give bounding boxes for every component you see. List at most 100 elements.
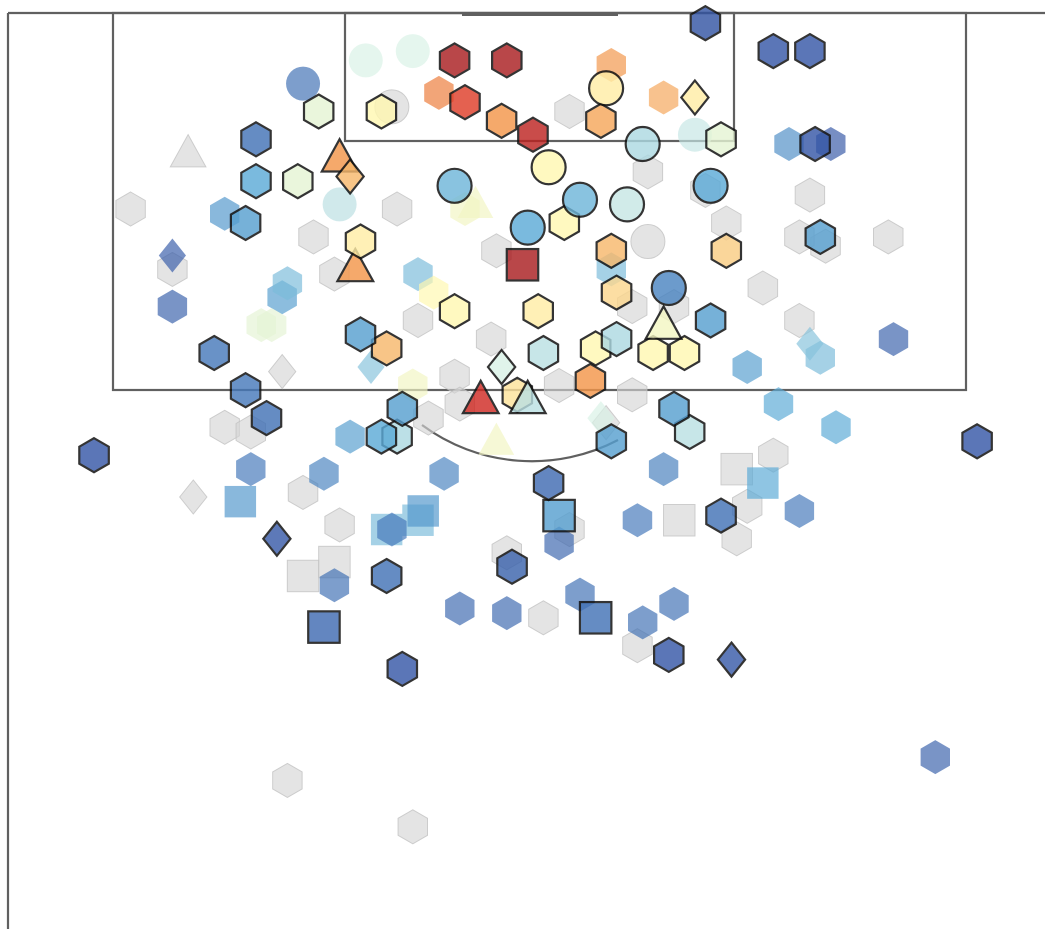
shot-marker-hexagon — [386, 390, 419, 428]
shot-marker-hexagon — [198, 334, 230, 372]
shot-marker-hexagon — [397, 809, 428, 845]
shot-marker-square — [663, 504, 696, 537]
shot-marker-hexagon — [439, 358, 470, 394]
shot-marker-hexagon — [319, 568, 350, 603]
shot-marker-hexagon — [784, 494, 815, 528]
shot-marker-diamond — [158, 238, 186, 273]
shot-marker-hexagon — [485, 102, 518, 140]
shot-marker-hexagon — [386, 650, 419, 688]
shot-marker-hexagon — [282, 162, 314, 200]
shot-marker-hexagon — [652, 636, 685, 674]
shot-marker-triangle — [478, 422, 515, 455]
shot-marker-hexagon — [370, 330, 403, 367]
shot-markers — [78, 4, 993, 845]
shot-marker-diamond — [335, 157, 366, 196]
shot-marker-hexagon — [438, 42, 471, 79]
shot-marker-hexagon — [600, 274, 633, 311]
shot-marker-hexagon — [517, 116, 549, 153]
shot-marker-hexagon — [377, 512, 407, 547]
shot-marker-hexagon — [344, 316, 377, 353]
shot-marker-hexagon — [496, 548, 528, 585]
shot-marker-hexagon — [747, 270, 779, 306]
shot-marker-hexagon — [475, 321, 507, 357]
shot-marker-square — [542, 498, 576, 533]
shot-marker-hexagon — [659, 586, 689, 621]
shot-marker-hexagon — [600, 320, 633, 358]
shot-marker-square — [224, 485, 257, 518]
shot-marker-hexagon — [370, 557, 403, 595]
shot-marker-hexagon — [272, 266, 303, 301]
shot-marker-square — [747, 467, 779, 499]
shot-marker-hexagon — [532, 464, 565, 502]
shot-marker-circle — [530, 149, 567, 186]
shot-marker-hexagon — [637, 334, 669, 372]
shot-marker-hexagon — [335, 419, 365, 454]
shot-marker-hexagon — [438, 292, 471, 330]
shot-marker-diamond — [679, 78, 710, 117]
shot-marker-hexagon — [784, 302, 815, 339]
shot-marker-hexagon — [632, 154, 664, 190]
shot-marker-hexagon — [821, 410, 851, 445]
shot-marker-hexagon — [298, 219, 329, 255]
shot-marker-triangle — [643, 304, 684, 340]
shot-marker-diamond — [486, 348, 517, 386]
shot-marker-hexagon — [595, 423, 628, 460]
shot-marker-hexagon — [628, 605, 658, 640]
shot-marker-hexagon — [157, 289, 188, 324]
shot-marker-hexagon — [873, 219, 904, 255]
shot-marker-circle — [630, 224, 666, 260]
shot-marker-circle — [608, 186, 646, 223]
shot-marker-hexagon — [413, 400, 444, 436]
shot-marker-hexagon — [758, 437, 789, 473]
shot-marker-square — [307, 610, 341, 644]
shot-marker-hexagon — [528, 600, 559, 636]
shot-marker-hexagon — [250, 399, 283, 437]
shot-marker-hexagon — [481, 233, 512, 269]
shot-marker-hexagon — [794, 32, 826, 70]
shot-marker-hexagon — [694, 302, 727, 339]
shot-marker-hexagon — [617, 377, 648, 413]
shot-marker-hexagon — [705, 121, 737, 158]
shot-marker-hexagon — [554, 93, 585, 130]
pitch-markings — [6, 11, 1045, 929]
shot-marker-circle — [395, 34, 430, 69]
shot-marker-triangle — [461, 378, 501, 415]
shot-marker-circle — [650, 269, 687, 307]
shot-marker-square — [286, 559, 320, 593]
shot-marker-diamond — [261, 520, 292, 558]
shot-marker-hexagon — [799, 125, 831, 163]
shot-marker-hexagon — [763, 387, 794, 422]
shot-marker-hexagon — [705, 497, 737, 534]
shot-marker-hexagon — [240, 121, 272, 158]
shot-marker-hexagon — [302, 93, 335, 130]
shot-marker-hexagon — [689, 4, 722, 42]
shot-marker-hexagon — [585, 102, 617, 140]
shot-marker-hexagon — [648, 452, 679, 487]
shot-marker-square — [505, 247, 540, 282]
shot-marker-circle — [286, 66, 321, 101]
shot-marker-circle — [509, 209, 546, 246]
shot-marker-hexagon — [920, 740, 950, 775]
shot-marker-hexagon — [424, 75, 454, 110]
shot-marker-hexagon — [757, 32, 790, 70]
shot-marker-diamond — [716, 640, 747, 679]
shot-marker-hexagon — [272, 762, 303, 798]
shot-marker-hexagon — [209, 409, 240, 445]
shot-marker-hexagon — [710, 232, 743, 270]
shot-marker-diamond — [179, 479, 208, 515]
shot-marker-hexagon — [574, 362, 607, 400]
shot-marker-hexagon — [658, 390, 690, 428]
shot-marker-hexagon — [668, 334, 701, 372]
shot-marker-hexagon — [491, 42, 523, 79]
shot-marker-hexagon — [774, 127, 804, 161]
shot-marker-hexagon — [115, 191, 146, 227]
shot-marker-hexagon — [878, 322, 909, 357]
shot-marker-circle — [692, 167, 729, 204]
shot-marker-hexagon — [78, 436, 110, 474]
shot-marker-hexagon — [543, 367, 575, 404]
shot-marker-hexagon — [732, 350, 762, 384]
shot-marker-circle — [561, 181, 599, 218]
shot-marker-triangle — [508, 378, 548, 415]
